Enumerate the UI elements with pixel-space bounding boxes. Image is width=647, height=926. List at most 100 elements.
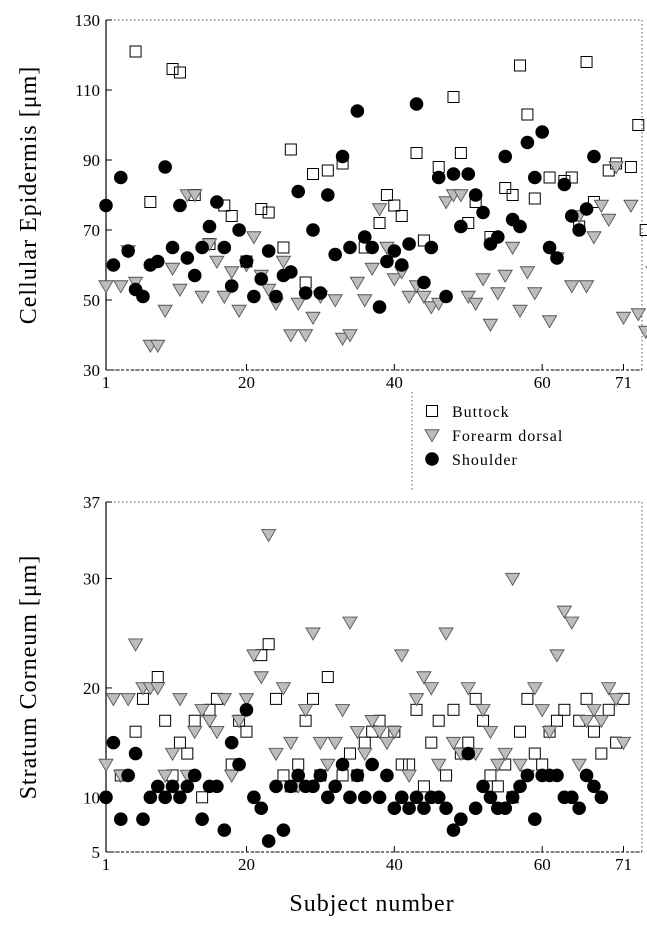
data-point — [321, 671, 334, 683]
data-point — [550, 768, 564, 783]
y-tick-label: 30 — [83, 570, 100, 589]
data-point — [528, 812, 542, 826]
data-point — [98, 280, 114, 294]
data-point — [528, 170, 542, 185]
data-point — [447, 91, 460, 103]
data-point — [468, 188, 483, 202]
data-point — [393, 649, 410, 663]
y-tick-label: 37 — [83, 493, 101, 512]
data-point — [519, 266, 536, 280]
data-point — [556, 605, 573, 619]
data-point — [578, 715, 595, 729]
data-point — [564, 790, 579, 805]
data-point — [165, 779, 180, 794]
data-point — [637, 325, 647, 340]
data-point — [223, 266, 240, 280]
data-point — [630, 308, 647, 322]
data-point — [158, 790, 172, 805]
panel-cellular-epidermis: 30 50 70 90 110 130 1 20 40 60 71 Cellular Epidermi… — [16, 11, 647, 392]
data-point — [586, 231, 602, 245]
data-point — [312, 736, 329, 751]
data-point — [232, 757, 246, 772]
data-point — [417, 801, 431, 816]
data-point — [305, 627, 321, 641]
data-point — [98, 758, 114, 773]
legend-label: Buttock — [452, 404, 510, 421]
data-point — [342, 329, 358, 343]
data-point — [563, 280, 580, 294]
data-point — [356, 294, 373, 308]
y-tick-label: 90 — [83, 151, 100, 170]
data-point — [260, 283, 277, 298]
data-point — [112, 280, 129, 294]
data-point — [136, 289, 150, 304]
legend-marker — [424, 429, 440, 443]
data-point — [223, 769, 240, 783]
data-point — [497, 747, 514, 762]
data-point — [305, 311, 321, 326]
data-point — [608, 693, 624, 707]
data-point — [410, 147, 423, 159]
data-point — [307, 692, 320, 705]
data-point — [423, 682, 440, 696]
data-point — [512, 304, 528, 319]
data-point — [247, 289, 261, 304]
data-point — [275, 682, 292, 696]
data-point — [439, 801, 453, 816]
data-point — [247, 790, 261, 805]
data-point — [527, 682, 543, 696]
data-point — [564, 209, 579, 223]
data-point — [490, 287, 506, 301]
data-point — [284, 143, 297, 156]
data-point — [550, 251, 564, 265]
data-point — [615, 736, 632, 751]
data-point — [541, 315, 558, 329]
data-point — [395, 758, 408, 771]
legend-item: Shoulder — [425, 452, 517, 469]
data-point — [306, 223, 320, 237]
x-tick-label: 40 — [386, 373, 403, 392]
x-tick-label: 60 — [534, 855, 551, 874]
data-point — [149, 339, 166, 354]
data-point — [430, 758, 447, 773]
data-point — [157, 304, 173, 319]
data-point — [343, 240, 357, 255]
data-point — [454, 219, 468, 234]
data-point — [550, 714, 563, 727]
data-point — [159, 714, 172, 727]
data-point — [624, 161, 637, 173]
data-point — [128, 746, 143, 761]
data-point — [514, 725, 527, 738]
data-point — [209, 255, 225, 270]
data-point — [261, 244, 276, 258]
data-point — [231, 715, 247, 729]
data-point — [594, 790, 609, 805]
data-point — [327, 736, 343, 751]
data-point — [380, 768, 394, 783]
data-point — [313, 286, 328, 300]
data-point — [521, 692, 534, 705]
data-point — [196, 791, 209, 804]
data-point — [467, 297, 484, 312]
data-point — [290, 297, 307, 312]
data-point — [475, 273, 491, 287]
data-point — [224, 279, 239, 293]
data-point — [283, 329, 299, 343]
data-point — [188, 714, 201, 727]
data-point — [320, 188, 335, 202]
data-point — [313, 768, 328, 783]
data-point — [186, 725, 203, 740]
data-point — [269, 779, 283, 794]
data-point — [543, 171, 556, 184]
y-tick-label: 10 — [83, 788, 100, 807]
data-point — [372, 790, 387, 805]
data-point — [150, 254, 165, 269]
data-point — [387, 801, 402, 816]
data-point — [201, 715, 218, 729]
data-point — [409, 790, 424, 805]
data-point — [593, 715, 610, 729]
data-point — [343, 790, 357, 805]
x-tick-label: 40 — [386, 855, 403, 874]
data-point — [454, 812, 468, 826]
